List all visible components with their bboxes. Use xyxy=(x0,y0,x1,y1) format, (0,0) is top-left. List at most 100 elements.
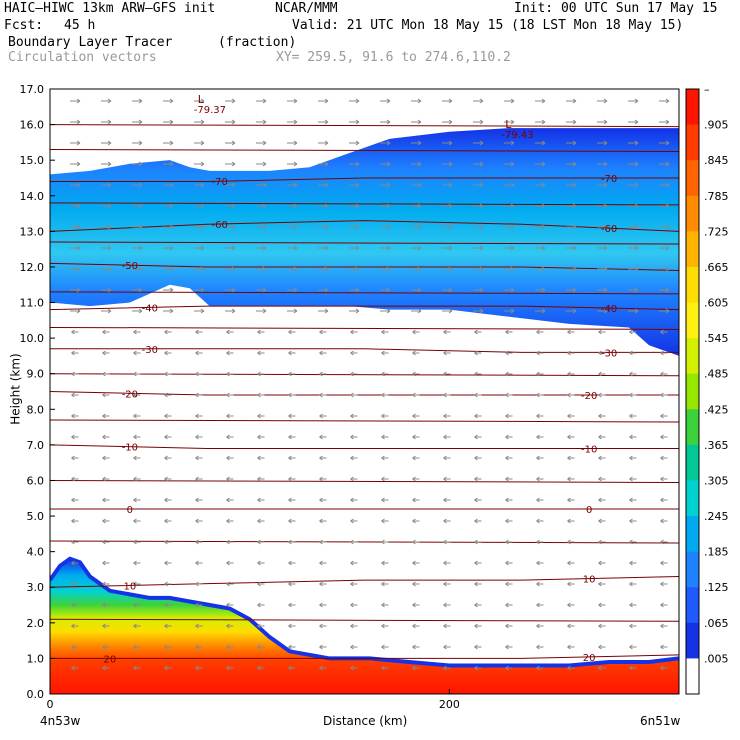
circulation-vector xyxy=(101,287,112,293)
isotherm-label: -30 xyxy=(142,345,158,356)
circulation-vector xyxy=(225,203,236,209)
isotherm-label: -20 xyxy=(122,389,138,400)
circulation-vector xyxy=(70,119,81,125)
circulation-vector xyxy=(411,266,422,272)
circulation-vector xyxy=(505,560,513,566)
circulation-vector xyxy=(412,623,420,629)
circulation-vector xyxy=(535,98,546,104)
circulation-vector xyxy=(629,665,637,671)
circulation-vector xyxy=(505,413,513,419)
circulation-vector xyxy=(319,602,327,608)
circulation-vector xyxy=(132,224,143,230)
circulation-vector xyxy=(411,98,422,104)
circulation-vector xyxy=(412,350,420,356)
circulation-vector xyxy=(257,392,265,398)
circulation-vector xyxy=(71,602,79,608)
circulation-vector xyxy=(288,497,296,503)
circulation-vector xyxy=(257,455,265,461)
circulation-vector xyxy=(133,371,141,377)
circulation-vector xyxy=(102,623,110,629)
circulation-vector xyxy=(257,413,265,419)
circulation-vector xyxy=(288,476,296,482)
y-axis-label: Height (km) xyxy=(8,353,23,425)
circulation-vector xyxy=(350,413,358,419)
y-tick-label: 11.0 xyxy=(20,297,45,310)
circulation-vector xyxy=(536,602,544,608)
circulation-vector xyxy=(133,581,141,587)
circulation-vector xyxy=(226,371,234,377)
circulation-vector xyxy=(443,350,451,356)
circulation-vector xyxy=(349,140,360,146)
circulation-vector xyxy=(535,140,546,146)
circulation-vector xyxy=(629,392,637,398)
circulation-vector xyxy=(287,203,298,209)
circulation-vector xyxy=(133,350,141,356)
colorbar-swatch xyxy=(686,231,699,268)
circulation-vector xyxy=(381,665,389,671)
circulation-vector xyxy=(380,119,391,125)
circulation-vector xyxy=(318,224,329,230)
y-tick-label: 15.0 xyxy=(20,154,45,167)
circulation-vector xyxy=(257,539,265,545)
circulation-vector xyxy=(628,140,639,146)
circulation-vector xyxy=(350,560,358,566)
colorbar-label: .125 xyxy=(704,581,729,594)
circulation-vector xyxy=(318,161,329,167)
circulation-vector xyxy=(102,392,110,398)
circulation-vector xyxy=(598,476,606,482)
circulation-vector xyxy=(381,560,389,566)
circulation-vector xyxy=(536,665,544,671)
colorbar-label: .785 xyxy=(704,190,729,203)
circulation-vector xyxy=(381,392,389,398)
circulation-vector xyxy=(132,98,143,104)
circulation-vector xyxy=(536,560,544,566)
y-tick-label: 16.0 xyxy=(20,119,45,132)
circulation-vector xyxy=(132,266,143,272)
x-axis-label: Distance (km) xyxy=(323,714,408,728)
circulation-vector xyxy=(195,434,203,440)
circulation-vector xyxy=(164,539,172,545)
circulation-vector xyxy=(226,560,234,566)
circulation-vector xyxy=(288,413,296,419)
lower-boundary-layer xyxy=(50,558,679,694)
circulation-vector xyxy=(194,140,205,146)
circulation-vector xyxy=(660,623,668,629)
y-tick-label: 5.0 xyxy=(27,510,45,523)
circulation-vector xyxy=(71,371,79,377)
circulation-vector xyxy=(287,245,298,251)
circulation-vector xyxy=(226,497,234,503)
colorbar-swatch xyxy=(686,587,699,624)
circulation-vector xyxy=(288,623,296,629)
circulation-vector xyxy=(536,329,544,335)
circulation-vector xyxy=(504,161,515,167)
isotherm-label: 20 xyxy=(583,653,596,664)
isotherm-label: -30 xyxy=(601,348,617,359)
circulation-vector xyxy=(629,434,637,440)
circulation-vector xyxy=(443,497,451,503)
circulation-vector xyxy=(598,413,606,419)
circulation-vector xyxy=(287,119,298,125)
circulation-vector xyxy=(288,560,296,566)
circulation-vector xyxy=(70,161,81,167)
circulation-vector xyxy=(195,539,203,545)
circulation-vector xyxy=(287,140,298,146)
circulation-vector xyxy=(194,245,205,251)
circulation-vector xyxy=(226,392,234,398)
circulation-vector xyxy=(473,266,484,272)
isotherm-label: -10 xyxy=(122,443,138,454)
circulation-vector xyxy=(474,350,482,356)
circulation-vector xyxy=(133,476,141,482)
circulation-vector xyxy=(318,140,329,146)
y-tick-label: 17.0 xyxy=(20,83,45,96)
y-tick-label: 1.0 xyxy=(27,652,45,665)
circulation-vector xyxy=(567,518,575,524)
circulation-vector xyxy=(71,539,79,545)
circulation-vector xyxy=(132,203,143,209)
isotherm-line xyxy=(50,654,679,659)
circulation-vector xyxy=(349,224,360,230)
circulation-vector xyxy=(226,623,234,629)
circulation-vector xyxy=(598,581,606,587)
circulation-vector xyxy=(411,161,422,167)
circulation-vector xyxy=(133,602,141,608)
